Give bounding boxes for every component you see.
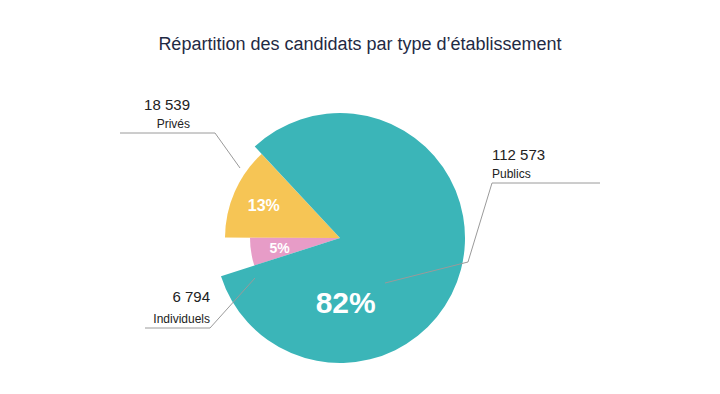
svg-text:Individuels: Individuels (153, 312, 210, 326)
svg-text:Publics: Publics (492, 167, 531, 181)
svg-text:6 794: 6 794 (172, 288, 210, 305)
svg-text:Privés: Privés (157, 117, 190, 131)
svg-text:5%: 5% (269, 240, 290, 256)
svg-text:13%: 13% (248, 197, 280, 214)
html-text:Répartition des candidats par: Répartition des candidats par type d’éta… (158, 34, 562, 54)
svg-text:112 573: 112 573 (492, 146, 545, 163)
svg-text:82%: 82% (316, 286, 376, 319)
svg-text:18 539: 18 539 (144, 96, 190, 113)
